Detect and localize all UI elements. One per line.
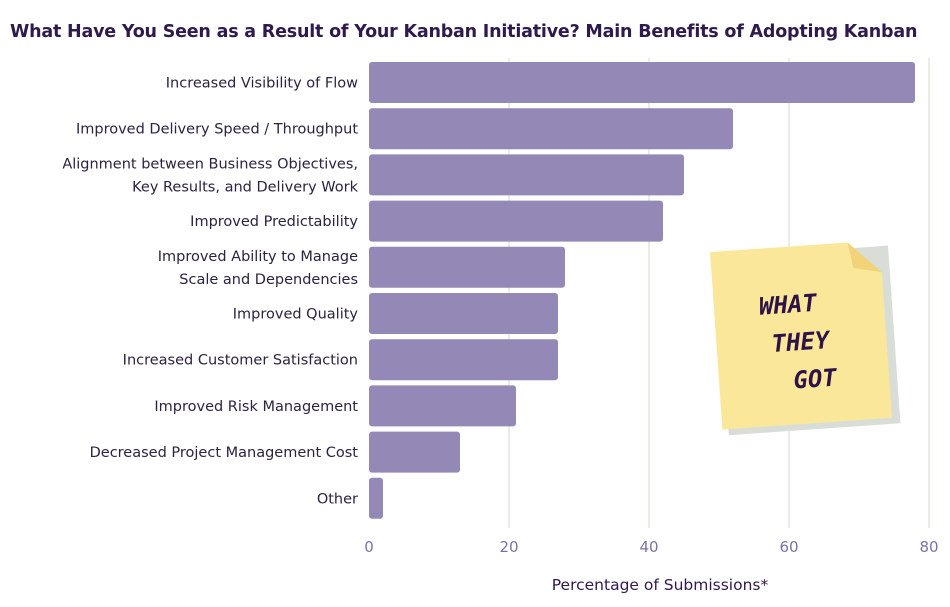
category-label: Other [317,491,358,507]
category-label: Increased Customer Satisfaction [123,353,358,369]
category-label: Improved Predictability [190,214,358,230]
category-label: Improved Risk Management [154,399,358,415]
category-label: Improved Delivery Speed / Throughput [76,122,358,138]
category-label: Scale and Dependencies [179,272,358,288]
bar [369,200,663,242]
sticky-note-text: WHAT [758,289,819,321]
bar [369,431,460,473]
x-axis-label: Percentage of Submissions* [552,576,769,594]
category-label: Increased Visibility of Flow [166,76,358,92]
bar [369,477,383,519]
category-label: Alignment between Business Objectives, [62,156,358,172]
category-label: Improved Ability to Manage [158,249,358,265]
x-tick-label: 20 [499,538,518,556]
chart-title: What Have You Seen as a Result of Your K… [10,22,918,42]
sticky-note-text: GOT [793,363,840,394]
sticky-note: WHAT THEY GOT [709,242,901,436]
bar [369,62,915,103]
x-tick-label: 0 [364,538,374,556]
sticky-note-fold [847,242,882,273]
x-tick-label: 60 [779,538,798,556]
bar [369,154,684,196]
category-label: Decreased Project Management Cost [90,445,359,461]
bar [369,108,733,150]
bar [369,246,565,288]
sticky-note-text: THEY [771,326,832,358]
bar [369,293,558,334]
bar [369,339,558,381]
sticky-note-paper [709,242,892,430]
x-tick-label: 80 [919,538,938,556]
x-tick-label: 40 [639,538,658,556]
bar [369,385,516,427]
category-label: Key Results, and Delivery Work [132,179,358,195]
category-label: Improved Quality [233,307,359,323]
